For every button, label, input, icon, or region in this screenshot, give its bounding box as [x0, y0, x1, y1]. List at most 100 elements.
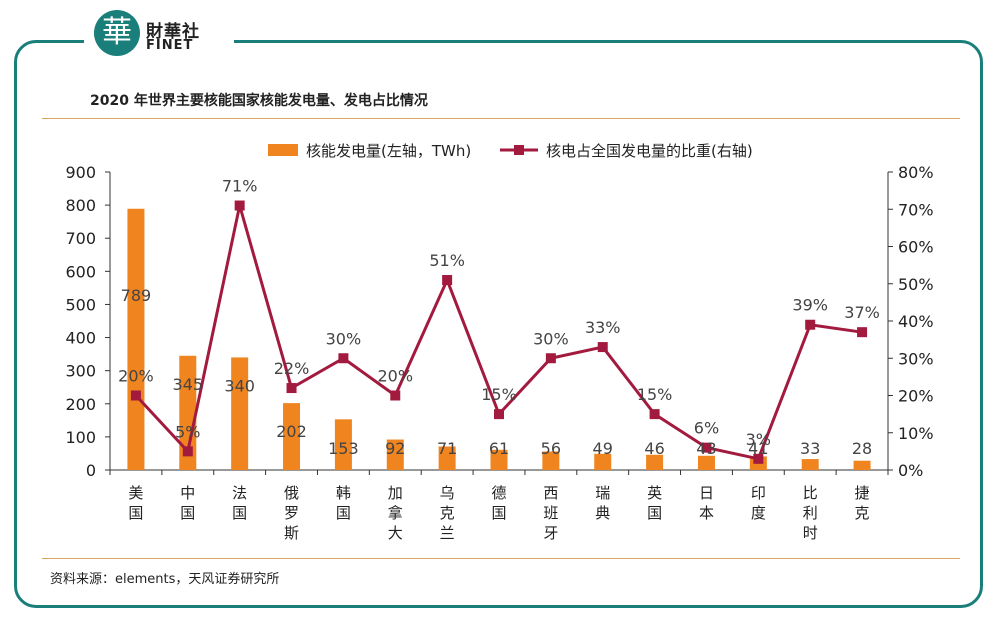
line-value-label: 3% [746, 430, 771, 449]
x-category-label: 瑞 [595, 484, 610, 502]
line-marker [390, 390, 401, 401]
bar [853, 460, 871, 470]
right-tick-label: 10% [898, 424, 934, 443]
x-category-label: 大 [388, 524, 403, 542]
chart-title: 2020 年世界主要核能国家核能发电量、发电占比情况 [90, 93, 428, 109]
left-tick-label: 0 [86, 461, 96, 480]
bar-value-label: 41 [748, 439, 768, 458]
x-category-label: 牙 [543, 524, 558, 542]
bar [697, 455, 715, 470]
right-tick-label: 80% [898, 163, 934, 182]
bar-value-label: 153 [328, 439, 359, 458]
bar-series [127, 208, 871, 470]
line-value-label: 71% [222, 177, 258, 196]
x-category-label: 兰 [440, 524, 455, 542]
x-category-label: 罗 [284, 504, 299, 522]
line-value-label: 51% [429, 251, 465, 270]
x-category-label: 中 [180, 484, 195, 502]
x-category-label: 国 [336, 504, 351, 522]
bar [386, 439, 404, 470]
x-category-label: 英 [647, 484, 662, 502]
line-value-label: 20% [118, 367, 154, 386]
line-marker [182, 446, 193, 457]
legend-bar-swatch [268, 144, 298, 156]
x-category-label: 国 [232, 504, 247, 522]
line-marker [857, 327, 868, 338]
bar [283, 403, 301, 470]
x-category-label: 国 [128, 504, 143, 522]
bar [127, 208, 145, 470]
source-note: 资料来源：elements，天风证券研究所 [50, 572, 280, 587]
bar [646, 454, 664, 470]
x-category-label: 印 [751, 484, 766, 502]
x-category-label: 西 [543, 484, 558, 502]
x-category-label: 时 [803, 524, 818, 542]
x-category-label: 班 [543, 504, 558, 522]
left-tick-label: 200 [65, 395, 96, 414]
x-category-label: 比 [803, 484, 818, 502]
line-value-label: 30% [533, 329, 569, 348]
right-tick-label: 50% [898, 275, 934, 294]
line-marker [130, 390, 141, 401]
bar-value-label: 202 [276, 422, 307, 441]
bar-value-label: 56 [541, 439, 561, 458]
line-marker [494, 409, 504, 420]
x-category-label: 韩 [336, 484, 351, 502]
x-category-label: 加 [388, 484, 403, 502]
line-value-label: 33% [585, 318, 621, 337]
x-category-label: 法 [232, 484, 247, 502]
line-value-label: 39% [792, 296, 828, 315]
left-tick-label: 300 [65, 362, 96, 381]
x-category-label: 斯 [284, 524, 299, 542]
x-category-label: 本 [699, 504, 714, 522]
left-tick-label: 400 [65, 329, 96, 348]
data-labels: 789 345 340 202 153 92 71 61 56 49 46 43 41 33 28 20% 5%… [118, 177, 880, 458]
source-divider [42, 558, 960, 559]
brand-name-cn: 財華社 [146, 22, 200, 42]
x-category-label: 国 [491, 504, 506, 522]
x-category-label: 日 [699, 484, 714, 502]
line-marker [442, 275, 453, 286]
bar-value-label: 71 [437, 439, 457, 458]
right-tick-label: 0% [898, 461, 923, 480]
line-value-label: 37% [844, 303, 880, 322]
right-tick-label: 60% [898, 238, 934, 257]
bar-value-label: 49 [593, 439, 613, 458]
line-marker [286, 383, 297, 394]
line-value-label: 6% [694, 419, 719, 438]
line-marker [338, 353, 349, 364]
line-value-label: 15% [481, 385, 517, 404]
bar [594, 453, 612, 470]
x-category-label: 典 [595, 504, 610, 522]
line-value-label: 20% [377, 367, 413, 386]
legend-line-label: 核电占全国发电量的比重(右轴) [546, 142, 753, 160]
line-value-label: 15% [637, 385, 673, 404]
x-category-label: 利 [803, 504, 818, 522]
x-category-label: 美 [128, 484, 143, 502]
left-tick-label: 900 [65, 163, 96, 182]
x-category-label: 国 [647, 504, 662, 522]
line-value-label: 30% [326, 329, 362, 348]
bar [334, 419, 352, 470]
x-category-label: 捷 [855, 484, 870, 502]
right-tick-label: 20% [898, 387, 934, 406]
right-tick-label: 70% [898, 200, 934, 219]
line-series [130, 200, 868, 464]
x-category-label: 国 [180, 504, 195, 522]
bar [801, 459, 819, 470]
line-marker [649, 409, 660, 420]
line-marker [805, 319, 816, 330]
x-category-label: 乌 [440, 484, 455, 502]
left-tick-label: 500 [65, 295, 96, 314]
bar-value-label: 340 [224, 376, 255, 395]
bar-value-label: 61 [489, 439, 509, 458]
right-tick-label: 30% [898, 349, 934, 368]
bar-value-label: 43 [696, 439, 716, 458]
bar-value-label: 28 [852, 439, 872, 458]
bar [179, 355, 197, 470]
line-value-label: 22% [274, 359, 310, 378]
bar-value-label: 345 [173, 375, 204, 394]
title-divider [42, 118, 960, 119]
legend-line-marker [514, 145, 524, 155]
